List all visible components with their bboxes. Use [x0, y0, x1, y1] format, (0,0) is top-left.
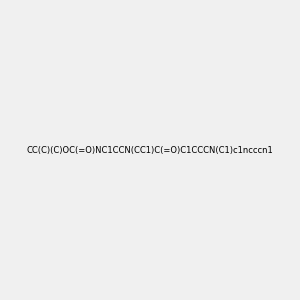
Text: CC(C)(C)OC(=O)NC1CCN(CC1)C(=O)C1CCCN(C1)c1ncccn1: CC(C)(C)OC(=O)NC1CCN(CC1)C(=O)C1CCCN(C1)…: [27, 146, 273, 154]
